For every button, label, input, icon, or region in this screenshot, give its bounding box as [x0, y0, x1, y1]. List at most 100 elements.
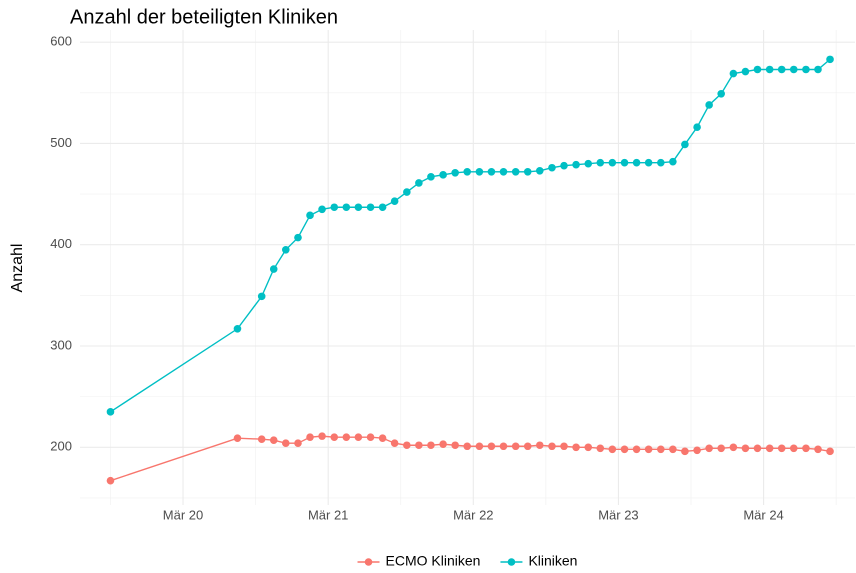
legend-label: ECMO Kliniken [386, 553, 481, 569]
data-point [620, 445, 629, 454]
data-point [463, 442, 472, 451]
data-point [330, 203, 339, 212]
x-tick-label: Mär 21 [308, 507, 348, 522]
data-point [669, 157, 677, 166]
data-point [306, 211, 314, 220]
data-point [403, 441, 411, 450]
data-point [596, 444, 605, 453]
data-point [789, 65, 798, 74]
data-point [257, 292, 266, 301]
data-point [814, 445, 822, 454]
data-point [475, 442, 484, 451]
data-point [826, 55, 834, 64]
data-point [584, 159, 593, 168]
y-tick-label: 200 [50, 439, 72, 454]
data-point [632, 158, 641, 167]
data-point [765, 65, 774, 74]
data-point [717, 90, 725, 98]
data-point [693, 446, 701, 455]
y-tick-label: 400 [50, 236, 72, 251]
data-point [475, 167, 484, 176]
data-point [608, 158, 617, 167]
data-point [294, 233, 302, 242]
data-point [342, 203, 351, 212]
data-point [657, 158, 665, 167]
data-point [802, 444, 810, 453]
data-point [644, 158, 653, 167]
data-point [523, 167, 532, 176]
data-point [729, 443, 738, 452]
data-point [499, 442, 508, 451]
data-point [306, 433, 314, 441]
data-point [318, 205, 326, 214]
series-line [110, 435, 831, 482]
data-point [608, 445, 617, 454]
y-tick-label: 500 [50, 135, 72, 150]
data-point [681, 140, 689, 149]
x-tick-label: Mär 20 [163, 507, 203, 522]
data-point [294, 439, 302, 448]
data-point [451, 169, 459, 177]
data-point [390, 439, 399, 448]
data-point [354, 203, 363, 212]
data-point [741, 444, 750, 453]
y-axis-label: Anzahl [9, 244, 26, 293]
data-point [596, 158, 605, 167]
data-point [632, 445, 641, 454]
series-line [110, 58, 831, 413]
x-tick-label: Mär 23 [598, 507, 638, 522]
data-point [814, 65, 822, 74]
data-point [705, 444, 713, 453]
data-point [657, 445, 665, 454]
data-point [777, 65, 786, 74]
data-point [318, 432, 326, 440]
data-point [802, 65, 810, 74]
data-point [548, 163, 556, 172]
legend: ECMO Kliniken Kliniken [357, 553, 577, 569]
data-point [644, 445, 653, 454]
data-point [511, 442, 520, 451]
data-point [511, 167, 520, 176]
data-point [354, 433, 363, 441]
data-point [233, 434, 242, 442]
data-point [427, 173, 435, 181]
data-point [789, 444, 798, 453]
data-point [451, 441, 459, 450]
y-tick-label: 600 [50, 34, 72, 49]
data-point [753, 444, 762, 453]
data-point [415, 441, 423, 450]
data-point [106, 408, 115, 416]
data-point [403, 188, 411, 196]
data-point [681, 447, 689, 456]
y-tick-label: 300 [50, 337, 72, 352]
chart-title: Anzahl der beteiligten Kliniken [70, 6, 338, 28]
legend-swatch [364, 558, 373, 566]
data-point [487, 442, 496, 451]
data-point [269, 265, 278, 273]
data-point [584, 443, 593, 452]
data-point [499, 167, 508, 176]
data-point [106, 476, 115, 485]
data-point [753, 65, 762, 74]
data-point [378, 203, 387, 212]
data-point [487, 167, 496, 176]
data-point [378, 434, 387, 442]
data-point [777, 444, 786, 453]
data-point [572, 160, 580, 169]
data-point [535, 441, 544, 450]
data-point [560, 442, 568, 451]
data-point [669, 445, 677, 454]
data-point [330, 433, 339, 441]
data-point [548, 442, 556, 451]
data-point [535, 166, 544, 175]
data-point [693, 123, 701, 132]
data-point [415, 179, 423, 187]
data-point [741, 67, 750, 76]
data-point [439, 440, 447, 449]
data-point [281, 245, 290, 254]
data-point [620, 158, 629, 167]
data-point [729, 69, 738, 78]
legend-label: Kliniken [528, 553, 577, 569]
